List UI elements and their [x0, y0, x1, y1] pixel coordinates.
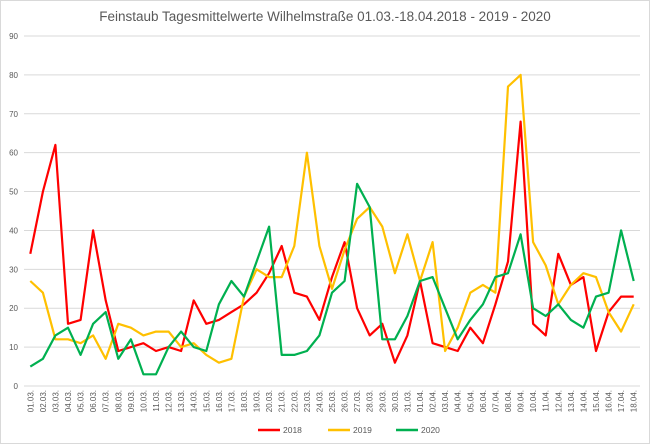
x-tick-label: 25.03. [328, 390, 337, 412]
x-tick-label: 12.04. [554, 390, 563, 412]
chart-title: Feinstaub Tagesmittelwerte Wilhelmstraße… [99, 9, 551, 24]
y-tick-label: 90 [9, 32, 18, 41]
x-tick-label: 09.04. [517, 390, 526, 412]
y-tick-label: 40 [9, 226, 18, 235]
x-tick-label: 01.03. [26, 390, 35, 412]
x-tick-label: 07.04. [491, 390, 500, 412]
x-tick-label: 21.03. [278, 390, 287, 412]
x-tick-label: 14.04. [579, 390, 588, 412]
x-tick-label: 05.04. [466, 390, 475, 412]
x-tick-label: 20.03. [265, 390, 274, 412]
x-tick-label: 23.03. [303, 390, 312, 412]
x-tick-label: 04.03. [64, 390, 73, 412]
x-tick-label: 28.03. [366, 390, 375, 412]
x-tick-label: 03.04. [441, 390, 450, 412]
y-tick-label: 20 [9, 304, 18, 313]
x-tick-label: 02.03. [39, 390, 48, 412]
x-tick-label: 13.04. [567, 390, 576, 412]
y-tick-label: 50 [9, 188, 18, 197]
x-tick-label: 30.03. [391, 390, 400, 412]
y-tick-label: 10 [9, 343, 18, 352]
x-tick-label: 09.03. [127, 390, 136, 412]
x-tick-label: 12.03. [165, 390, 174, 412]
y-tick-label: 70 [9, 110, 18, 119]
x-tick-label: 10.03. [139, 390, 148, 412]
x-tick-label: 29.03. [378, 390, 387, 412]
x-tick-label: 18.04. [630, 390, 639, 412]
x-tick-label: 17.03. [227, 390, 236, 412]
x-tick-label: 03.03. [51, 390, 60, 412]
x-tick-label: 11.04. [542, 390, 551, 412]
x-tick-label: 05.03. [77, 390, 86, 412]
x-tick-label: 16.04. [605, 390, 614, 412]
x-tick-label: 01.04. [416, 390, 425, 412]
x-tick-label: 16.03. [215, 390, 224, 412]
x-tick-label: 27.03. [353, 390, 362, 412]
legend-label-2020: 2020 [421, 425, 440, 435]
x-tick-label: 07.03. [102, 390, 111, 412]
x-tick-label: 08.03. [114, 390, 123, 412]
x-tick-label: 14.03. [190, 390, 199, 412]
x-tick-label: 15.04. [592, 390, 601, 412]
x-tick-label: 06.04. [479, 390, 488, 412]
y-tick-label: 80 [9, 71, 18, 80]
y-tick-label: 30 [9, 265, 18, 274]
y-tick-label: 60 [9, 149, 18, 158]
series-line-2019 [29, 73, 635, 364]
x-tick-label: 10.04. [529, 390, 538, 412]
series-line-2020 [29, 182, 635, 376]
x-tick-label: 04.04. [454, 390, 463, 412]
x-tick-label: 15.03. [202, 390, 211, 412]
x-tick-label: 24.03. [315, 390, 324, 412]
x-tick-label: 08.04. [504, 390, 513, 412]
x-tick-label: 26.03. [341, 390, 350, 412]
legend-label-2018: 2018 [283, 425, 302, 435]
x-tick-label: 22.03. [290, 390, 299, 412]
x-tick-label: 18.03. [240, 390, 249, 412]
x-tick-label: 19.03. [253, 390, 262, 412]
x-tick-label: 31.03. [403, 390, 412, 412]
x-tick-label: 11.03. [152, 390, 161, 412]
series-line-2018 [29, 120, 634, 364]
x-tick-label: 06.03. [89, 390, 98, 412]
y-tick-label: 0 [14, 382, 19, 391]
x-tick-label: 17.04. [617, 390, 626, 412]
x-tick-label: 13.03. [177, 390, 186, 412]
legend-label-2019: 2019 [353, 425, 372, 435]
x-tick-label: 02.04. [429, 390, 438, 412]
